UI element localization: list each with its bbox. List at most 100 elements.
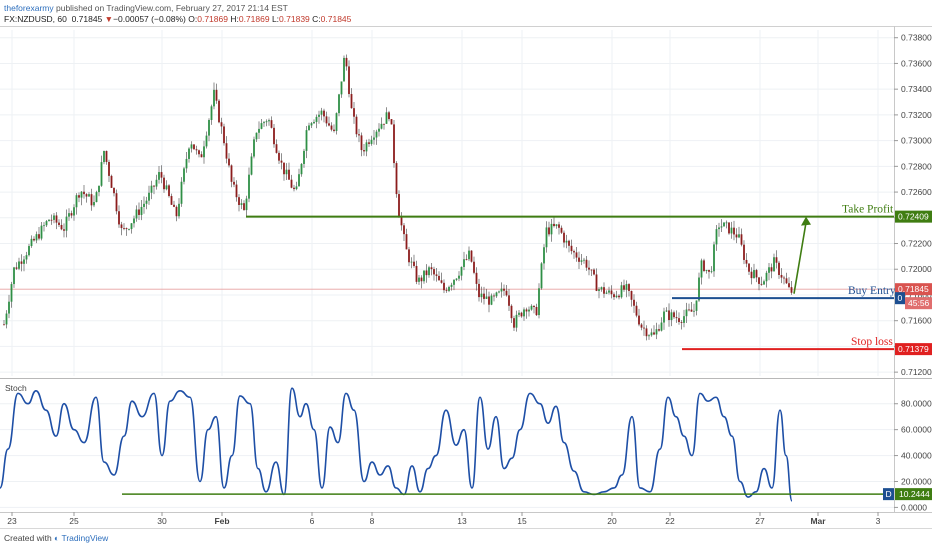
- price-tick-label: 0.71200: [901, 367, 932, 377]
- candle-body: [645, 328, 648, 337]
- candle-body: [53, 215, 55, 220]
- candle-body: [428, 267, 430, 276]
- candle-body: [465, 259, 468, 261]
- candle-body: [113, 187, 115, 194]
- candle-body: [235, 184, 238, 198]
- candle-body: [208, 119, 210, 136]
- stoch-tick-label: 40.0000: [901, 451, 932, 461]
- current-price-tag-bg: [895, 283, 932, 296]
- projection-arrow-head: [801, 216, 811, 226]
- candle-body: [655, 329, 658, 335]
- candle-body: [303, 150, 305, 164]
- created-with-text: Created with: [4, 533, 52, 543]
- candle-body: [483, 293, 485, 299]
- stoch-tick-label: 20.0000: [901, 476, 932, 486]
- candle-body: [173, 204, 175, 207]
- candle-body: [570, 245, 573, 252]
- candle-body: [25, 255, 28, 260]
- candle-body: [320, 110, 323, 115]
- candle-body: [3, 324, 5, 326]
- candle-body: [395, 163, 398, 195]
- candle-body: [230, 165, 233, 182]
- candle-body: [728, 222, 730, 234]
- candle-body: [310, 123, 313, 126]
- stoch-d-marker: D: [883, 488, 894, 501]
- candle-body: [338, 94, 340, 114]
- candle-body: [225, 143, 228, 159]
- candle-body: [693, 310, 695, 312]
- price-axis[interactable]: 0.73800 0.73600 0.73400 0.73200 0.73000 0.728…: [894, 33, 932, 377]
- candle-body: [743, 244, 745, 260]
- candle-body: [40, 225, 43, 239]
- candle-body: [665, 310, 668, 312]
- candle-body: [590, 269, 593, 271]
- candle-body: [30, 238, 33, 247]
- stoch-axis[interactable]: 80.0000 60.0000 40.0000 20.0000 0.0000 10.244…: [883, 399, 932, 513]
- candle-body: [345, 57, 348, 67]
- candle-body: [543, 247, 545, 264]
- close-label: C:: [312, 14, 321, 24]
- footer-border: [0, 528, 932, 529]
- candle-body: [498, 291, 500, 293]
- candle-body: [650, 332, 653, 336]
- candle-body: [730, 227, 733, 234]
- candle-body: [703, 260, 705, 271]
- candle-body: [555, 224, 558, 227]
- candle-body: [75, 195, 78, 208]
- candle-body: [403, 225, 405, 235]
- candle-body: [698, 277, 700, 301]
- time-tick-label: 15: [517, 516, 527, 526]
- candle-body: [538, 288, 540, 316]
- candle-body: [335, 113, 338, 131]
- candle-body: [250, 156, 253, 175]
- footer-brand[interactable]: TradingView: [61, 533, 109, 543]
- publish-text: published on TradingView.com, February 2…: [55, 3, 288, 13]
- candle-body: [753, 270, 755, 279]
- candle-body: [673, 312, 675, 318]
- candle-body: [288, 169, 290, 180]
- candle-body: [688, 309, 690, 311]
- candle-body: [505, 290, 508, 296]
- stop-loss-price-tag-bg: [895, 343, 932, 356]
- stoch-tick-label: 60.0000: [901, 425, 932, 435]
- candle-body: [595, 274, 598, 291]
- time-axis-border: [0, 512, 932, 513]
- time-tick-label: 23: [7, 516, 17, 526]
- price-grid: [0, 30, 894, 376]
- candle-body: [603, 287, 605, 294]
- candle-body: [295, 186, 298, 190]
- tradingview-logo-icon: ◐: [54, 533, 60, 543]
- candle-body: [783, 277, 785, 279]
- candle-body: [618, 295, 620, 298]
- candle-body: [775, 257, 778, 263]
- candle-body: [330, 125, 333, 130]
- candle-body: [560, 227, 563, 233]
- candle-body: [630, 290, 633, 300]
- candle-body: [280, 160, 283, 163]
- candle-body: [273, 127, 275, 145]
- buy-entry-marker-text: 0: [898, 293, 903, 303]
- candle-body: [788, 283, 790, 288]
- time-axis[interactable]: 23 25 30 Feb 6 8 13 15 20 22 27 Mar 3: [7, 512, 881, 526]
- candle-body: [460, 266, 463, 276]
- last-price: 0.71845: [71, 14, 103, 24]
- pane-divider[interactable]: [0, 378, 932, 379]
- candle-body: [755, 270, 758, 278]
- publisher-name[interactable]: theforexarmy: [4, 3, 54, 13]
- candle-body: [45, 221, 48, 226]
- projection-arrow-shaft: [793, 222, 807, 294]
- candle-body: [523, 309, 525, 317]
- symbol-name[interactable]: FX:NZDUSD, 60: [4, 14, 67, 24]
- candle-body: [253, 139, 255, 157]
- candle-body: [370, 139, 373, 144]
- candle-body: [725, 222, 728, 224]
- candle-body: [733, 227, 735, 235]
- candle-body: [85, 194, 88, 197]
- candle-body: [583, 259, 585, 261]
- stoch-d-marker-text: D: [886, 489, 892, 499]
- candle-body: [473, 261, 475, 273]
- candle-body: [43, 225, 45, 227]
- candle-body: [610, 290, 613, 295]
- candle-body: [455, 278, 458, 280]
